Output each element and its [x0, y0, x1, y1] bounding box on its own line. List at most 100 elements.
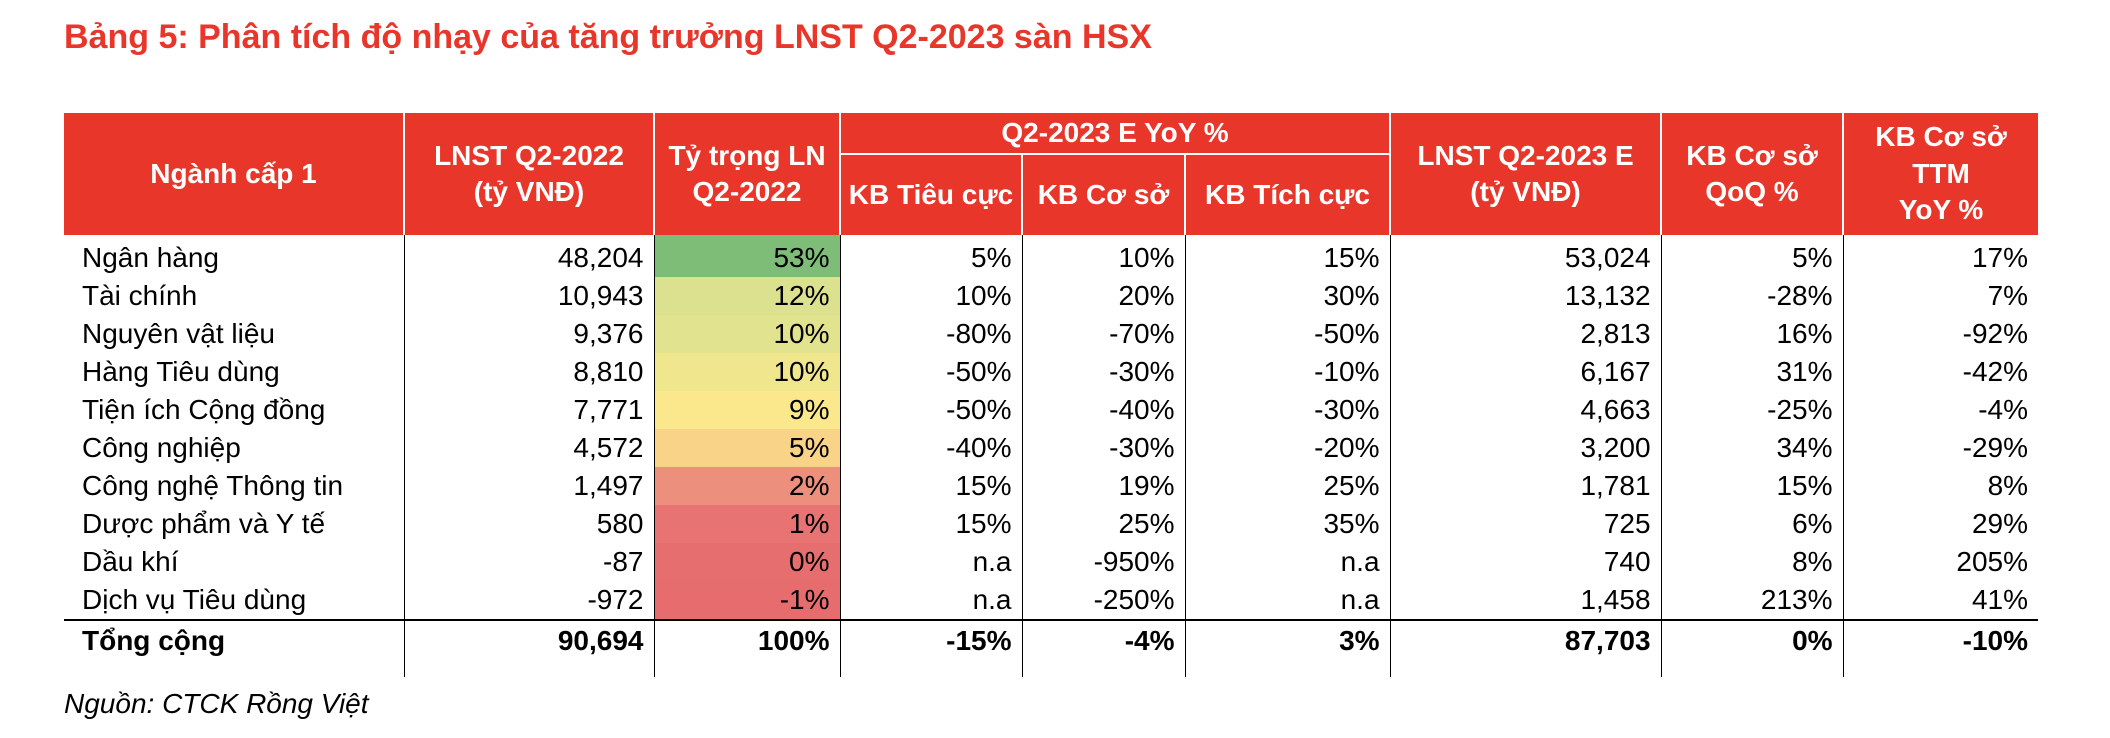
table-row: Tài chính 10,943 12% 10% 20% 30% 13,132 -28% 7%	[64, 277, 2039, 315]
total-cell-sector: Tổng cộng	[64, 619, 404, 677]
cell-sector: Dịch vụ Tiêu dùng	[82, 584, 307, 615]
cell-bull: 35%	[1184, 505, 1391, 543]
cell-bull: -50%	[1184, 315, 1391, 353]
cell-sector: Tài chính	[82, 280, 198, 311]
cell-lnst-2023e: 2,813	[1389, 315, 1662, 353]
cell-lnst-2022: 48,204	[403, 235, 654, 277]
cell-base: -250%	[1021, 581, 1185, 620]
cell-base: -40%	[1021, 391, 1185, 429]
header-weight: Tỷ trọng LN Q2-2022	[653, 113, 840, 235]
total-cell-bull: 3%	[1184, 619, 1391, 677]
cell-weight: 0%	[653, 543, 840, 581]
header-qoq-line2: QoQ %	[1705, 176, 1799, 207]
header-lnst-2023e: LNST Q2-2023 E (tỷ VNĐ)	[1389, 113, 1662, 235]
cell-bear: -40%	[839, 429, 1022, 467]
header-base: KB Cơ sở	[1021, 153, 1185, 235]
header-bull: KB Tích cực	[1183, 153, 1391, 235]
cell-qoq: 6%	[1660, 505, 1844, 543]
cell-lnst-2022: 9,376	[403, 315, 654, 353]
cell-bull: n.a	[1184, 581, 1391, 620]
cell-ttm: -42%	[1842, 353, 2039, 391]
total-cell-weight: 100%	[653, 619, 840, 677]
cell-sector: Dược phẩm và Y tế	[82, 508, 326, 539]
header-bear: KB Tiêu cực	[839, 153, 1022, 235]
cell-lnst-2022: 4,572	[403, 429, 654, 467]
cell-base: 10%	[1021, 235, 1185, 277]
total-cell-base: -4%	[1021, 619, 1185, 677]
header-weight-line2: Q2-2022	[692, 176, 802, 207]
cell-sector: Công nghiệp	[82, 432, 241, 463]
cell-base: -30%	[1021, 429, 1185, 467]
cell-ttm: 17%	[1842, 235, 2039, 277]
cell-ttm: -4%	[1842, 391, 2039, 429]
cell-bear: n.a	[839, 543, 1022, 581]
total-cell-bear: -15%	[839, 619, 1022, 677]
cell-bull: n.a	[1184, 543, 1391, 581]
cell-sector: Tiện ích Cộng đồng	[82, 394, 326, 425]
header-qoq: KB Cơ sở QoQ %	[1660, 113, 1844, 235]
header-lnst-2022: LNST Q2-2022 (tỷ VNĐ)	[403, 113, 654, 235]
cell-lnst-2022: 7,771	[403, 391, 654, 429]
cell-lnst-2023e: 3,200	[1389, 429, 1662, 467]
cell-bull: 15%	[1184, 235, 1391, 277]
table-row: Dầu khí -87 0% n.a -950% n.a 740 8% 205%	[64, 543, 2039, 581]
cell-sector: Ngân hàng	[82, 242, 220, 273]
cell-weight: 2%	[653, 467, 840, 505]
table-row: Nguyên vật liệu 9,376 10% -80% -70% -50% 2,813…	[64, 315, 2039, 353]
cell-bear: 15%	[839, 505, 1022, 543]
cell-bull: 25%	[1184, 467, 1391, 505]
cell-bear: 10%	[839, 277, 1022, 315]
cell-bear: -80%	[839, 315, 1022, 353]
cell-sector: Hàng Tiêu dùng	[82, 356, 280, 387]
cell-qoq: 5%	[1660, 235, 1844, 277]
total-row: Tổng cộng 90,694 100% -15% -4% 3% 87,703 0% -10%	[64, 619, 2039, 677]
cell-weight: 9%	[653, 391, 840, 429]
header-qoq-line1: KB Cơ sở	[1686, 139, 1818, 171]
cell-bear: -50%	[839, 353, 1022, 391]
table-row: Hàng Tiêu dùng 8,810 10% -50% -30% -10% 6,167 3…	[64, 353, 2039, 391]
cell-weight: 10%	[653, 315, 840, 353]
cell-qoq: -28%	[1660, 277, 1844, 315]
header-lnst-2023e-line2: (tỷ VNĐ)	[1470, 176, 1581, 207]
cell-ttm: 7%	[1842, 277, 2039, 315]
cell-lnst-2022: -87	[403, 543, 654, 581]
cell-lnst-2023e: 4,663	[1389, 391, 1662, 429]
cell-weight: 12%	[653, 277, 840, 315]
cell-base: 20%	[1021, 277, 1185, 315]
cell-base: 25%	[1021, 505, 1185, 543]
header-lnst-2022-line1: LNST Q2-2022	[434, 139, 624, 171]
header-sector: Ngành cấp 1	[64, 113, 404, 235]
cell-base: 19%	[1021, 467, 1185, 505]
cell-lnst-2023e: 1,458	[1389, 581, 1662, 620]
header-ttm-line1: KB Cơ sở	[1875, 121, 2007, 153]
cell-qoq: -25%	[1660, 391, 1844, 429]
cell-weight: 53%	[653, 235, 840, 277]
cell-bull: -10%	[1184, 353, 1391, 391]
cell-sector: Nguyên vật liệu	[82, 318, 276, 349]
cell-qoq: 31%	[1660, 353, 1844, 391]
source-note: Nguồn: CTCK Rồng Việt	[64, 688, 369, 719]
cell-ttm: 8%	[1842, 467, 2039, 505]
cell-bear: 5%	[839, 235, 1022, 277]
cell-bull: 30%	[1184, 277, 1391, 315]
cell-qoq: 15%	[1660, 467, 1844, 505]
cell-qoq: 213%	[1660, 581, 1844, 620]
cell-ttm: 41%	[1842, 581, 2039, 620]
cell-weight: 10%	[653, 353, 840, 391]
cell-qoq: 16%	[1660, 315, 1844, 353]
cell-lnst-2023e: 53,024	[1389, 235, 1662, 277]
cell-lnst-2022: 8,810	[403, 353, 654, 391]
total-cell-ttm: -10%	[1842, 619, 2039, 677]
cell-base: -30%	[1021, 353, 1185, 391]
header-lnst-2023e-line1: LNST Q2-2023 E	[1417, 139, 1634, 171]
header-lnst-2022-line2: (tỷ VNĐ)	[473, 176, 585, 207]
table-row: Ngân hàng 48,204 53% 5% 10% 15% 53,024 5% 17%	[64, 235, 2039, 277]
total-cell-lnst-2023e: 87,703	[1389, 619, 1662, 677]
cell-lnst-2023e: 740	[1389, 543, 1662, 581]
cell-lnst-2022: 10,943	[403, 277, 654, 315]
table-title: Bảng 5: Phân tích độ nhạy của tăng trưởn…	[64, 18, 1152, 56]
table-row: Công nghiệp 4,572 5% -40% -30% -20% 3,200 34% -2…	[64, 429, 2039, 467]
cell-lnst-2022: 580	[403, 505, 654, 543]
cell-base: -70%	[1021, 315, 1185, 353]
cell-weight: 1%	[653, 505, 840, 543]
